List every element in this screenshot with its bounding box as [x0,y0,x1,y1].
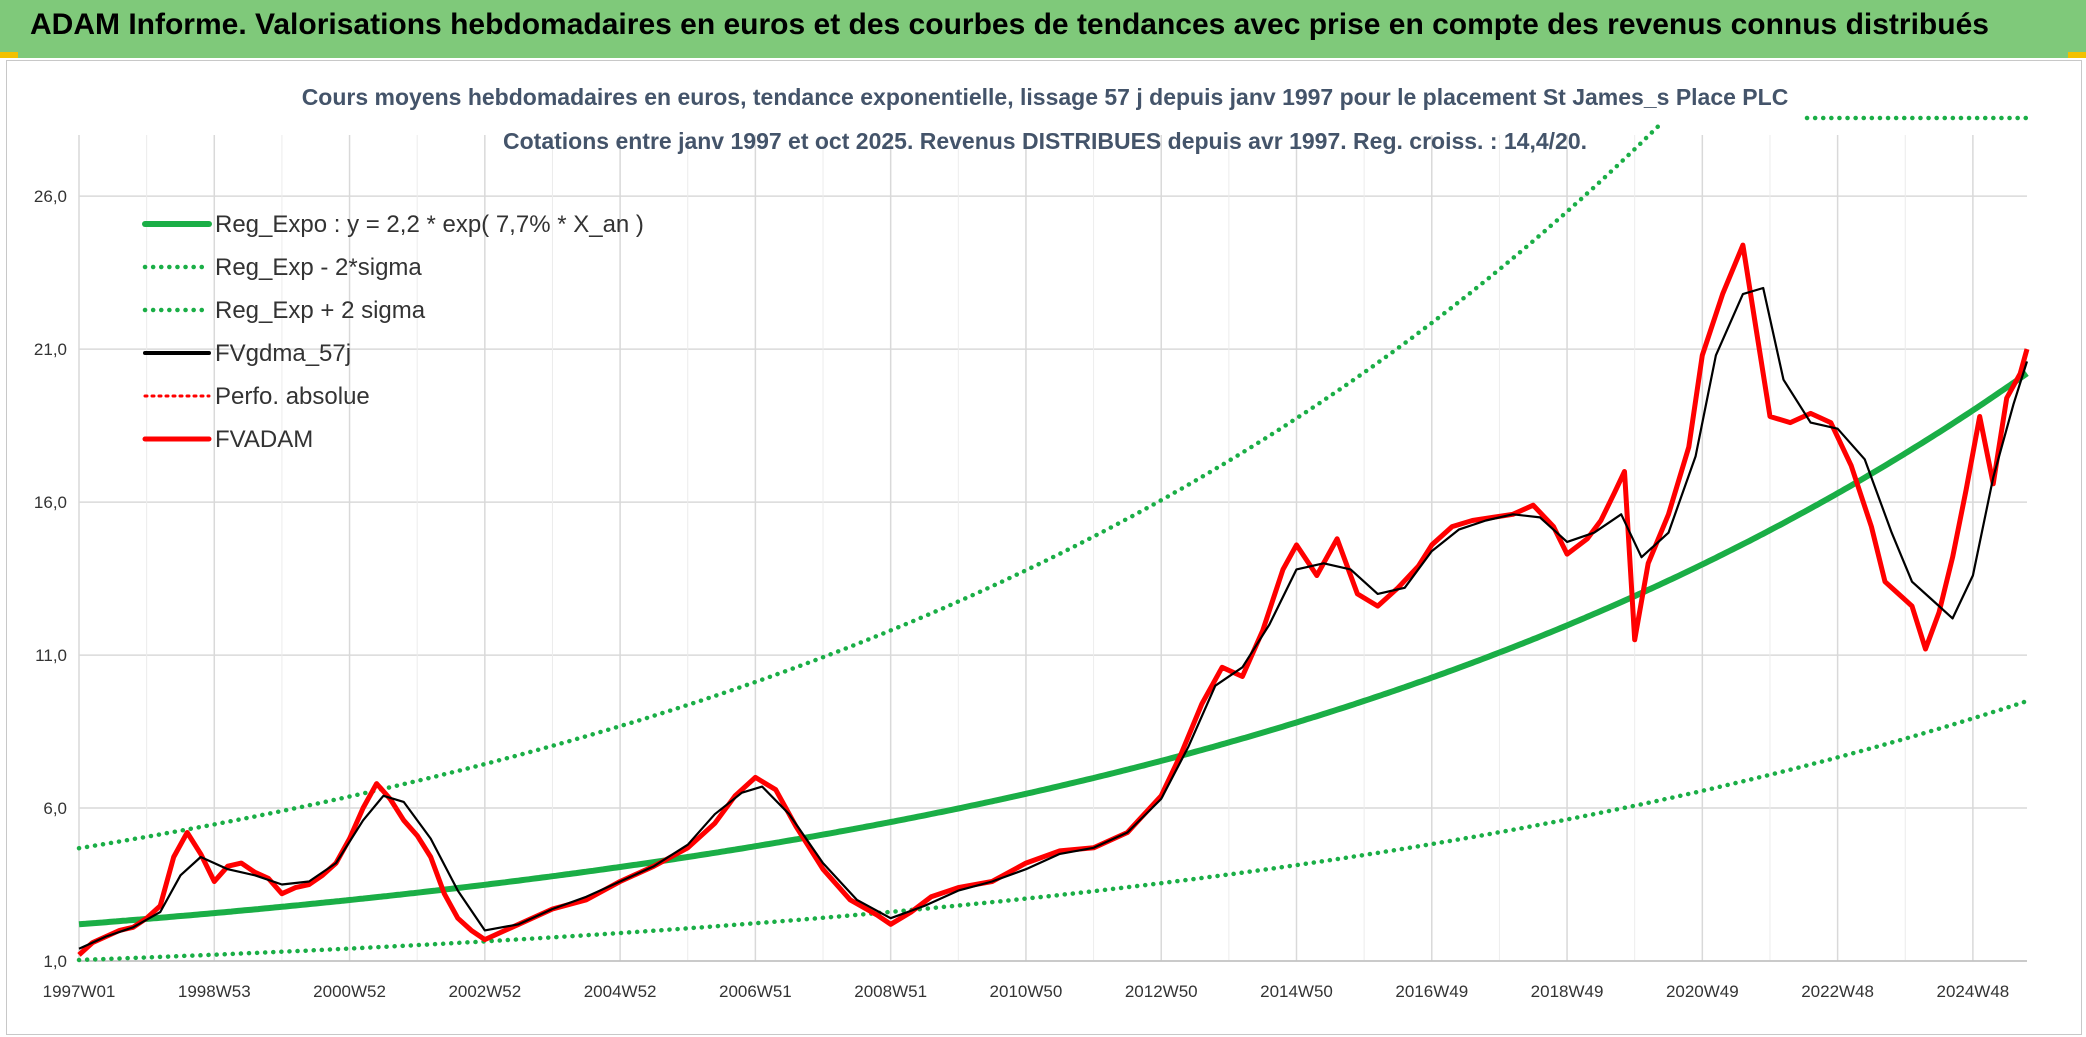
header-title: ADAM Informe. Valorisations hebdomadaire… [30,8,1989,41]
legend-label: FVADAM [215,426,313,453]
y-tick-label: 6,0 [43,799,67,818]
x-tick-label: 2016W49 [1395,982,1468,1001]
x-tick-label: 2014W50 [1260,982,1333,1001]
y-tick-label: 21,0 [34,340,67,359]
legend-label: Perfo. absolue [215,383,370,410]
chart-title: Cours moyens hebdomadaires en euros, ten… [302,84,1789,110]
x-tick-label: 2020W49 [1666,982,1739,1001]
y-tick-label: 16,0 [34,493,67,512]
x-tick-label: 1998W53 [178,982,251,1001]
x-tick-label: 2022W48 [1801,982,1874,1001]
legend-label: Reg_Exp - 2*sigma [215,254,422,281]
x-tick-label: 2004W52 [584,982,657,1001]
x-tick-label: 2018W49 [1531,982,1604,1001]
x-tick-label: 1997W01 [43,982,116,1001]
legend-label: Reg_Expo : y = 2,2 * exp( 7,7% * X_an ) [215,211,644,238]
grid-layer [78,135,2027,962]
x-tick-label: 2008W51 [854,982,927,1001]
chart-frame: 1,0 6,0 11,0 16,0 21,0 26,0 1997W01 1998W53 2000… [6,60,2082,1035]
corner-marker-left [0,52,18,58]
corner-marker-right [2068,52,2086,58]
series-line-fvadam [77,242,2030,957]
y-tick-label: 1,0 [43,952,67,971]
series-line-reg-exp-plus-2sigma [76,120,1664,851]
series-layer [76,115,2030,963]
legend-label: FVgdma_57j [215,340,351,367]
x-tick-label: 2000W52 [313,982,386,1001]
chart-subtitle: Cotations entre janv 1997 et oct 2025. R… [503,128,1587,154]
y-tick-label: 11,0 [35,646,67,665]
x-tick-label: 2024W48 [1936,982,2009,1001]
x-tick-label: 2012W50 [1125,982,1198,1001]
legend: Reg_Expo : y = 2,2 * exp( 7,7% * X_an ) R… [142,211,644,453]
y-tick-label: 26,0 [34,187,67,206]
series-line-reg-exp-minus-2sigma [76,698,2030,963]
axis-layer: 1,0 6,0 11,0 16,0 21,0 26,0 1997W01 1998W53 2000… [34,187,2027,1001]
x-tick-label: 2002W52 [448,982,521,1001]
header-bar: ADAM Informe. Valorisations hebdomadaire… [0,0,2086,58]
x-tick-label: 2010W50 [990,982,1063,1001]
series-line-fvgdma-57j [78,286,2029,950]
chart: 1,0 6,0 11,0 16,0 21,0 26,0 1997W01 1998W53 2000… [34,84,2030,1001]
series-line-reg-expo [78,370,2029,928]
legend-label: Reg_Exp + 2 sigma [215,297,426,324]
x-tick-label: 2006W51 [719,982,792,1001]
